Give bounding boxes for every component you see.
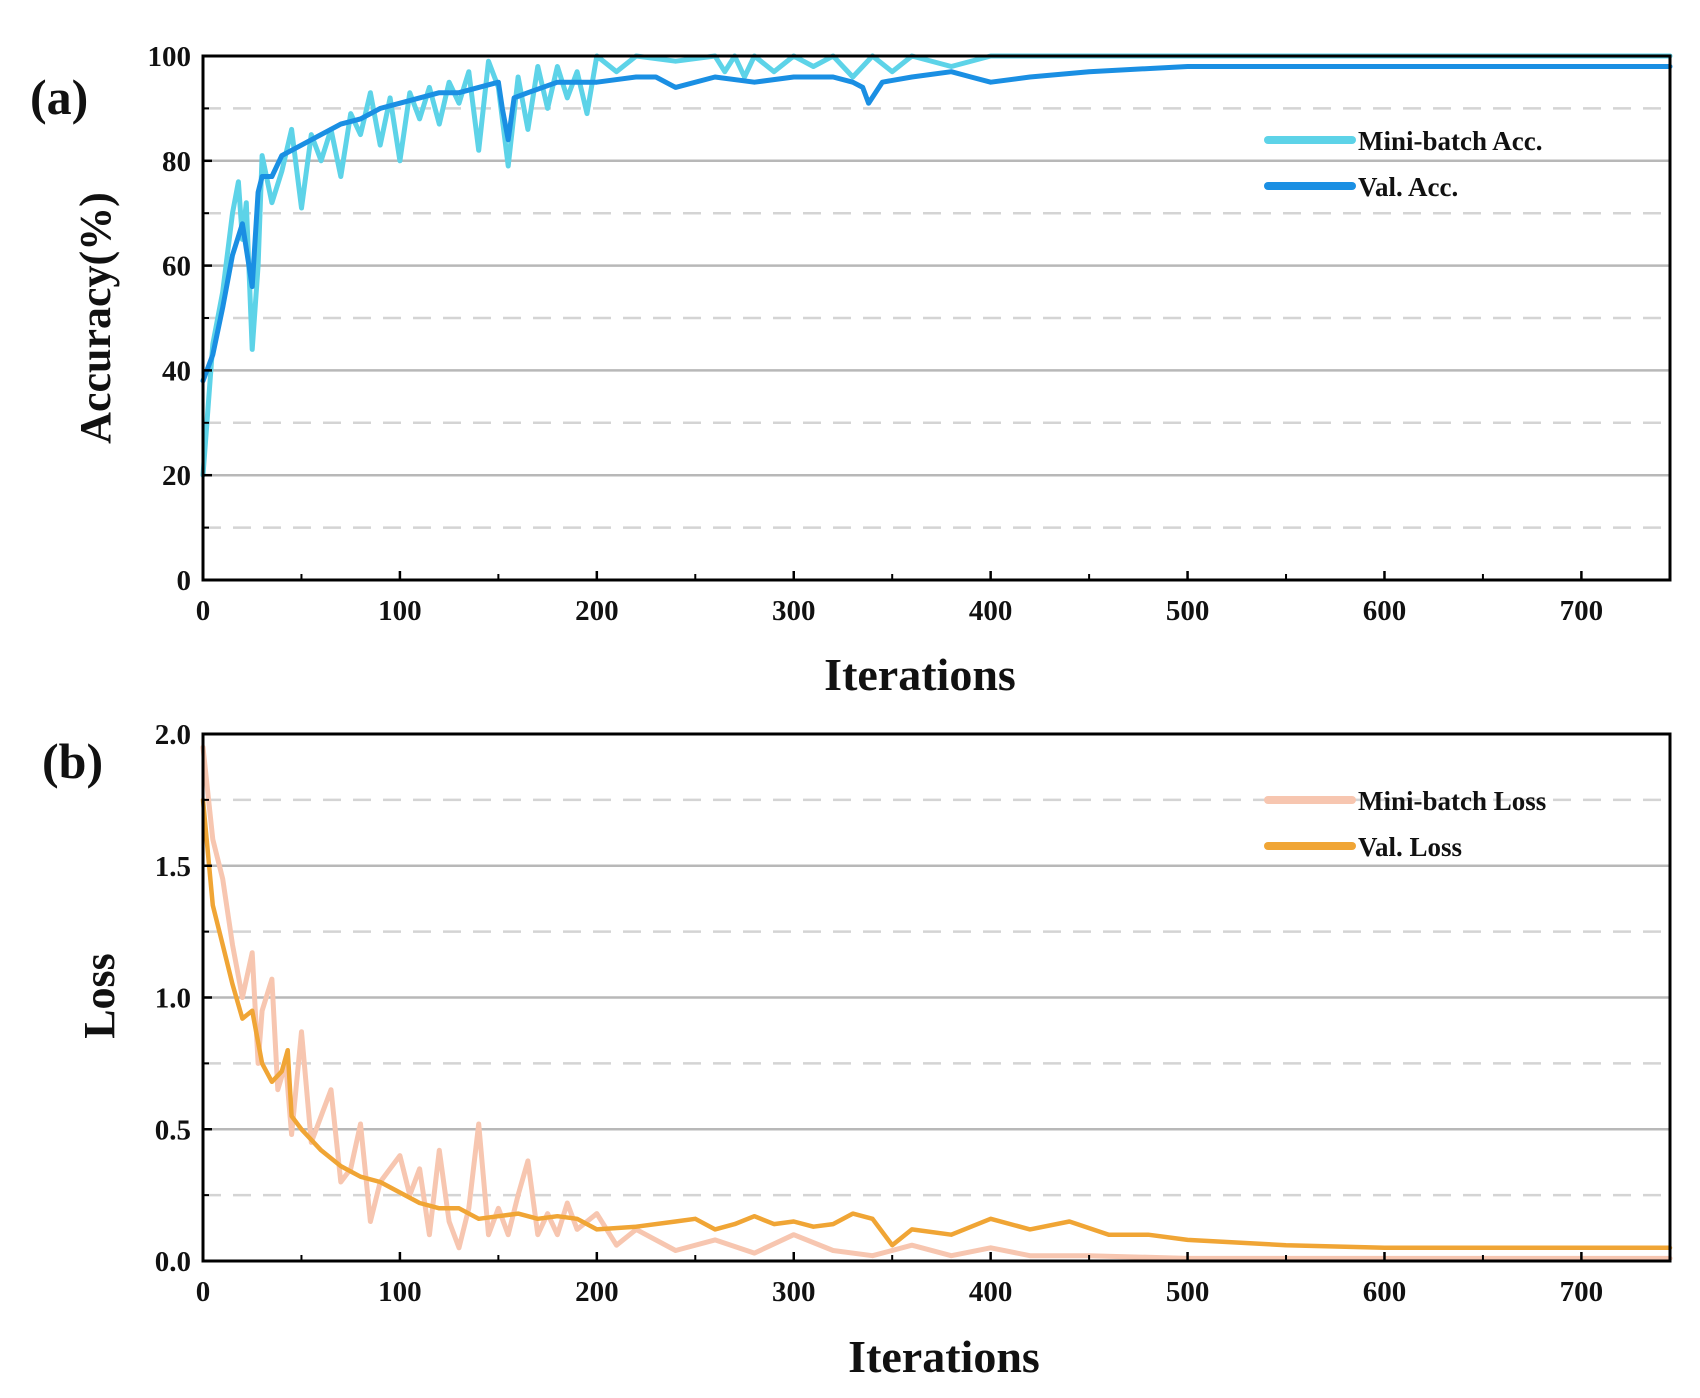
y-tick-label: 80 — [162, 146, 191, 178]
y-tick-label: 0 — [177, 565, 192, 597]
loss-x-axis-title: Iterations — [848, 1331, 1040, 1382]
y-tick-label: 100 — [148, 41, 192, 73]
accuracy-y-axis-title: Accuracy(%) — [71, 192, 120, 444]
accuracy-series — [200, 53, 1673, 478]
y-tick-label: 1.5 — [155, 851, 191, 883]
loss-series — [200, 744, 1673, 1261]
series-line-val-acc — [200, 64, 1673, 384]
accuracy-ticks: 0 100 200 300 400 500 600 700 0 20 40 60 80 100 — [148, 41, 1604, 627]
y-tick-label: 0.0 — [155, 1246, 191, 1278]
x-tick-label: 600 — [1363, 595, 1407, 627]
loss-legend: Mini-batch Loss Val. Loss — [1264, 786, 1546, 862]
x-tick-label: 0 — [196, 1276, 211, 1308]
loss-ticks: 0 100 200 300 400 500 600 700 0.0 0.5 1.0 1.5 2.0 — [155, 719, 1603, 1308]
y-tick-label: 40 — [162, 355, 191, 387]
x-tick-label: 400 — [969, 595, 1013, 627]
accuracy-x-axis-title: Iterations — [824, 649, 1016, 700]
y-tick-label: 0.5 — [155, 1114, 191, 1146]
y-tick-label: 1.0 — [155, 983, 191, 1015]
loss-chart: 0 100 200 300 400 500 600 700 0.0 0.5 1.0 1.5 2.0 (b… — [42, 719, 1673, 1382]
panel-label-b: (b) — [42, 733, 103, 789]
x-tick-label: 100 — [378, 595, 422, 627]
x-tick-label: 700 — [1560, 595, 1604, 627]
legend-label-mini-batch-acc: Mini-batch Acc. — [1358, 126, 1542, 156]
x-tick-label: 300 — [772, 1276, 816, 1308]
accuracy-gridlines — [203, 107, 1670, 529]
x-tick-label: 200 — [575, 595, 619, 627]
legend-label-val-acc: Val. Acc. — [1358, 172, 1458, 202]
x-tick-label: 100 — [378, 1276, 422, 1308]
accuracy-chart: 0 100 200 300 400 500 600 700 0 20 40 60 80 100 (a) I… — [30, 41, 1673, 700]
panel-label-a: (a) — [30, 69, 88, 125]
x-tick-label: 500 — [1166, 1276, 1210, 1308]
y-tick-label: 20 — [162, 460, 191, 492]
x-tick-label: 0 — [196, 595, 211, 627]
x-tick-label: 300 — [772, 595, 816, 627]
legend-label-val-loss: Val. Loss — [1358, 832, 1462, 862]
x-tick-label: 700 — [1560, 1276, 1604, 1308]
accuracy-legend: Mini-batch Acc. Val. Acc. — [1264, 126, 1542, 202]
x-tick-label: 500 — [1166, 595, 1210, 627]
x-tick-label: 200 — [575, 1276, 619, 1308]
loss-y-axis-title: Loss — [75, 953, 124, 1039]
series-line-val-loss — [200, 797, 1673, 1251]
series-line-mini-batch-loss — [200, 744, 1673, 1261]
x-tick-label: 600 — [1363, 1276, 1407, 1308]
y-tick-label: 2.0 — [155, 719, 191, 751]
y-tick-label: 60 — [162, 251, 191, 283]
x-tick-label: 400 — [969, 1276, 1013, 1308]
legend-label-mini-batch-loss: Mini-batch Loss — [1358, 786, 1546, 816]
